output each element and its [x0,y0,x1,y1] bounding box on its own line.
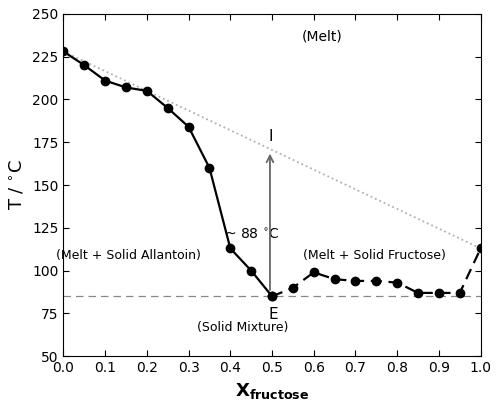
Text: (Melt): (Melt) [302,29,343,43]
Text: ~ 88 $^{\circ}$C: ~ 88 $^{\circ}$C [224,227,280,242]
Text: (Solid Mixture): (Solid Mixture) [197,321,288,334]
X-axis label: $\mathregular{X_{fructose}}$: $\mathregular{X_{fructose}}$ [235,381,309,401]
Text: (Melt + Solid Allantoin): (Melt + Solid Allantoin) [56,249,201,262]
Text: I: I [268,129,273,144]
Text: (Melt + Solid Fructose): (Melt + Solid Fructose) [303,249,446,262]
Text: E: E [268,307,278,321]
Y-axis label: T / $^{\circ}$C: T / $^{\circ}$C [8,160,26,210]
